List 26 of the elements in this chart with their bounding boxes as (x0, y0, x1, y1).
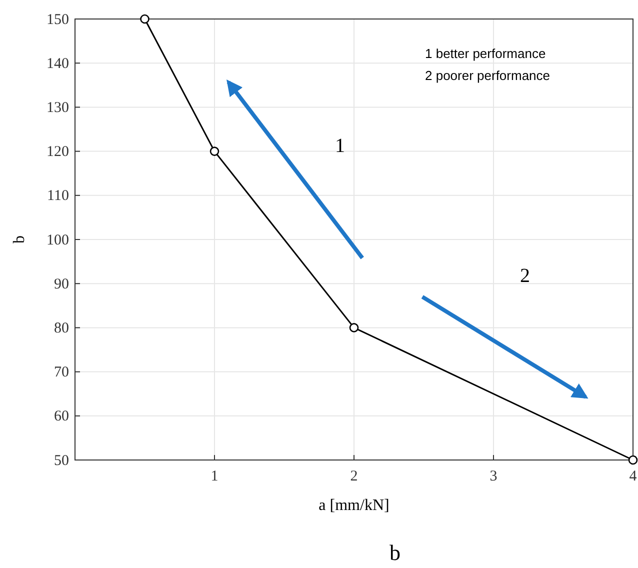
annotation: 1 (335, 135, 345, 157)
y-tick-label: 70 (54, 364, 69, 381)
x-tick-label: 3 (490, 468, 498, 485)
x-tick-label: 2 (350, 468, 358, 485)
text: b (390, 540, 400, 565)
y-tick-label: 50 (54, 452, 69, 469)
y-tick-label: 140 (46, 56, 69, 72)
y-tick-label: 110 (47, 188, 69, 204)
y-tick-label: 120 (46, 144, 69, 160)
x-tick-label: 1 (210, 468, 218, 485)
y-tick-label: 150 (46, 12, 69, 28)
y-tick-label: 60 (54, 408, 69, 425)
y-tick-label: 100 (46, 232, 69, 248)
y-tick-label: 130 (46, 100, 69, 116)
point (628, 455, 638, 465)
x-tick-label: 4 (629, 468, 638, 485)
annotation: 1 better performance (425, 46, 546, 61)
y-tick-label: 90 (54, 276, 69, 292)
y-tick-label: 80 (54, 320, 69, 336)
x-axis-title: a [mm/kN] (318, 497, 390, 514)
y-axis-title: b (11, 236, 28, 244)
annotation: 2 poorer performance (425, 68, 550, 83)
annotation: 2 (520, 265, 530, 287)
point (140, 14, 150, 24)
point (210, 146, 220, 156)
point (349, 323, 359, 332)
